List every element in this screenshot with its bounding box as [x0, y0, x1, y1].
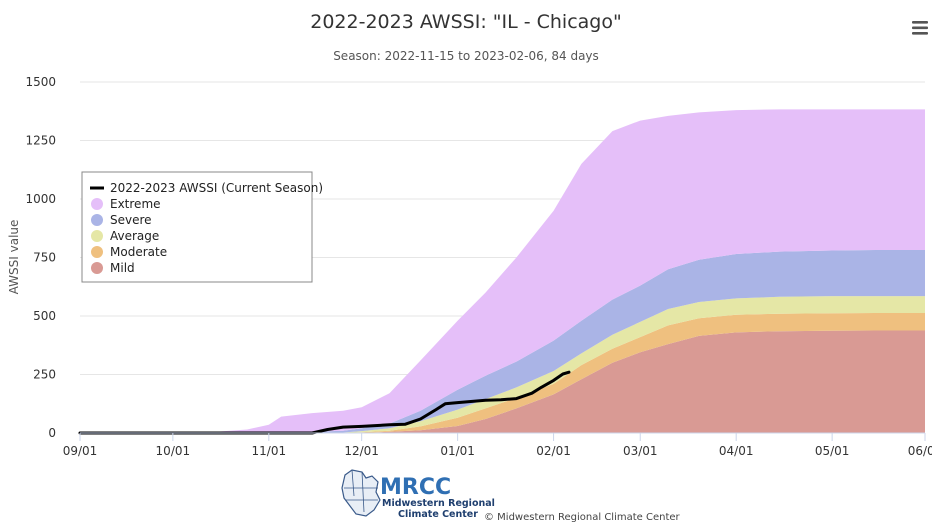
chart-legend: 2022-2023 AWSSI (Current Season) Extreme… — [81, 171, 323, 283]
x-axis-ticks: 09/01 10/01 11/01 12/01 01/01 02/01 03/01 04/01… — [63, 433, 932, 458]
x-tick-label: 09/01 — [63, 444, 98, 458]
x-tick-label: 06/01 — [908, 444, 932, 458]
y-tick-label: 1000 — [25, 192, 56, 206]
x-tick-label: 10/01 — [156, 444, 191, 458]
legend-extreme-label: Extreme — [110, 197, 161, 211]
legend-severe-label: Severe — [110, 213, 152, 227]
y-tick-label: 250 — [33, 368, 56, 382]
x-tick-label: 12/01 — [344, 444, 379, 458]
y-tick-label: 1500 — [25, 75, 56, 89]
hamburger-menu-icon[interactable] — [911, 20, 929, 36]
legend-box — [81, 171, 313, 283]
band-extreme — [80, 109, 925, 434]
legend-extreme-swatch — [91, 198, 103, 210]
y-tick-label: 500 — [33, 309, 56, 323]
legend-current-season-label: 2022-2023 AWSSI (Current Season) — [110, 181, 323, 195]
x-tick-label: 01/01 — [440, 444, 475, 458]
x-tick-label: 04/01 — [719, 444, 754, 458]
x-tick-label: 02/01 — [536, 444, 571, 458]
chart-subtitle: Season: 2022-11-15 to 2023-02-06, 84 day… — [333, 49, 599, 63]
y-tick-label: 1250 — [25, 134, 56, 148]
legend-mild-label: Mild — [110, 261, 135, 275]
band-average — [80, 296, 925, 433]
x-tick-label: 11/01 — [252, 444, 287, 458]
mrcc-logo: MRCC Midwestern Regional Climate Center — [341, 469, 495, 520]
percentile-bands — [80, 109, 925, 434]
logo-line-1: Midwestern Regional — [382, 498, 495, 509]
legend-average-label: Average — [110, 229, 159, 243]
y-axis-title: AWSSI value — [7, 220, 21, 295]
band-mild — [80, 330, 925, 433]
y-axis-ticks: 0 250 500 750 1000 1250 1500 — [25, 75, 56, 440]
x-tick-label: 05/01 — [815, 444, 850, 458]
legend-average-swatch — [91, 230, 103, 242]
x-tick-label: 03/01 — [623, 444, 658, 458]
midwest-map-icon — [341, 469, 381, 517]
band-moderate — [80, 313, 925, 433]
logo-acronym: MRCC — [380, 475, 451, 500]
current-season-line — [78, 370, 571, 435]
legend-mild-swatch — [91, 262, 103, 274]
midwest-map-borders — [344, 469, 378, 513]
y-tick-label: 750 — [33, 251, 56, 265]
logo-line-2: Climate Center — [398, 509, 478, 520]
legend-moderate-swatch — [91, 246, 103, 258]
y-tick-label: 0 — [48, 426, 56, 440]
chart-title: 2022-2023 AWSSI: "IL - Chicago" — [310, 11, 621, 33]
current-season-series — [78, 370, 571, 435]
legend-moderate-label: Moderate — [110, 245, 167, 259]
band-severe — [80, 250, 925, 433]
chart-credit: © Midwestern Regional Climate Center — [484, 512, 681, 523]
legend-severe-swatch — [91, 214, 103, 226]
